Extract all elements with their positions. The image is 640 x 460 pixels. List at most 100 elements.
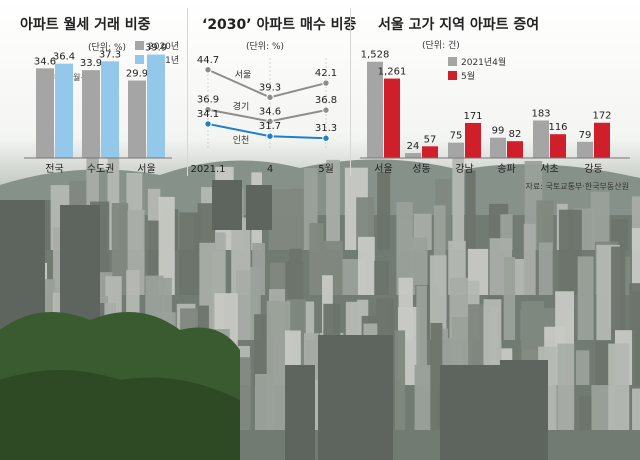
city-building	[631, 196, 640, 250]
chart2-point	[322, 106, 330, 114]
chart1-title: 아파트 월세 거래 비중	[20, 16, 151, 33]
city-building	[632, 388, 640, 430]
chart1-unit: (단위: %)	[88, 42, 126, 53]
chart1-bar	[128, 80, 146, 158]
chart2-data-label: 44.7	[197, 55, 219, 66]
chart2-data-label: 31.3	[315, 123, 337, 134]
chart3-bar	[550, 134, 566, 158]
chart2-title: ‘2030’ 아파트 매수 비중	[202, 16, 357, 33]
chart1-bar	[101, 61, 119, 158]
divider	[187, 8, 188, 176]
chart1-bar	[82, 70, 100, 158]
city-building	[430, 322, 443, 430]
chart-seoul-apartment-gifts: 서울 고가 지역 아파트 증여 (단위: 건) 2021년4월 5월 1,528…	[360, 16, 630, 175]
city-building	[411, 237, 428, 295]
city-building	[394, 330, 406, 430]
chart2-point	[322, 79, 330, 87]
chart1-data-label: 29.9	[126, 68, 148, 79]
chart2-data-label: 34.6	[259, 106, 281, 117]
chart3-category-label: 서울	[374, 163, 392, 175]
city-building	[356, 197, 374, 250]
city-building	[161, 277, 172, 340]
chart3-data-label: 1,261	[378, 67, 407, 78]
chart1-legend-swatch-2020	[135, 41, 144, 50]
chart1-bar	[55, 63, 73, 158]
chart3-bar	[577, 141, 593, 158]
chart-monthly-rent-share: 아파트 월세 거래 비중 (단위: %) ※매년 1월~5월 누계 2020년 …	[20, 16, 179, 175]
chart2-unit: (단위: %)	[246, 41, 284, 52]
chart1-note: ※매년 1월~5월 누계	[44, 72, 117, 82]
chart2-point	[204, 120, 212, 128]
city-building	[452, 157, 465, 250]
chart3-category-label: 성동	[412, 163, 430, 175]
chart2-data-label: 36.8	[315, 95, 337, 106]
chart3-bar	[367, 61, 383, 158]
city-building	[577, 256, 594, 340]
chart3-legend-may: 5월	[461, 70, 475, 82]
city-building	[158, 196, 175, 295]
city-tower	[440, 365, 510, 460]
chart3-data-label: 79	[579, 130, 592, 141]
city-building	[290, 188, 307, 250]
chart3-legend-april: 2021년4월	[461, 56, 506, 68]
chart2-data-label: 31.7	[259, 121, 281, 132]
chart2-point	[266, 132, 274, 140]
chart2-data-label: 34.1	[197, 109, 219, 120]
chart3-bar	[507, 141, 523, 158]
chart3-data-label: 57	[424, 134, 437, 145]
city-building	[538, 242, 553, 295]
chart3-legend-swatch-may	[448, 71, 457, 80]
city-building	[523, 223, 536, 295]
city-building	[268, 189, 292, 250]
chart3-data-label: 1,528	[361, 50, 390, 61]
city-building	[107, 153, 120, 250]
chart1-data-label: 37.3	[99, 49, 121, 60]
city-building	[433, 205, 446, 295]
city-building	[631, 228, 640, 295]
chart2-point	[266, 117, 274, 126]
city-building	[396, 201, 413, 295]
chart3-bar	[465, 122, 481, 158]
chart1-data-label: 36.4	[53, 52, 75, 63]
city-building	[377, 171, 391, 250]
chart3-data-label: 99	[492, 126, 505, 137]
chart2-x-label: 4	[267, 164, 273, 175]
chart2-point	[204, 105, 212, 114]
chart2-x-label: 5월	[318, 163, 334, 175]
divider	[350, 8, 351, 176]
city-building	[326, 159, 340, 250]
city-building	[465, 170, 476, 250]
chart1-data-label: 39.9	[145, 43, 167, 54]
city-building	[250, 266, 261, 340]
city-building	[309, 223, 324, 295]
chart3-bar	[448, 142, 464, 158]
city-building	[575, 350, 590, 385]
city-building	[179, 212, 199, 295]
chart2-x-label: 2021.1	[191, 164, 226, 175]
chart2-data-label: 36.9	[197, 95, 219, 106]
chart1-category-label: 서울	[137, 163, 155, 175]
city-building	[611, 246, 626, 340]
chart3-bar	[422, 146, 438, 158]
city-tower	[285, 365, 315, 460]
chart3-bar	[533, 120, 549, 158]
chart3-data-label: 171	[463, 111, 482, 122]
city-building	[536, 200, 554, 250]
chart3-legend-swatch-april	[448, 57, 457, 66]
chart2-data-label: 39.3	[259, 82, 281, 93]
chart3-data-label: 24	[407, 141, 420, 152]
chart2-point	[322, 134, 330, 142]
chart3-title: 서울 고가 지역 아파트 증여	[378, 16, 539, 33]
chart1-bar	[147, 54, 165, 158]
chart2-series-name: 인천	[233, 135, 250, 146]
chart1-category-label: 수도권	[87, 163, 115, 175]
city-tower	[318, 335, 393, 460]
chart2-series-name: 경기	[233, 101, 250, 113]
chart1-legend-2020: 2020년	[148, 41, 179, 52]
city-building	[303, 301, 315, 340]
chart3-category-label: 강남	[455, 163, 473, 175]
chart3-data-label: 116	[548, 122, 567, 133]
city-building	[358, 236, 375, 295]
chart1-bar	[36, 68, 54, 158]
